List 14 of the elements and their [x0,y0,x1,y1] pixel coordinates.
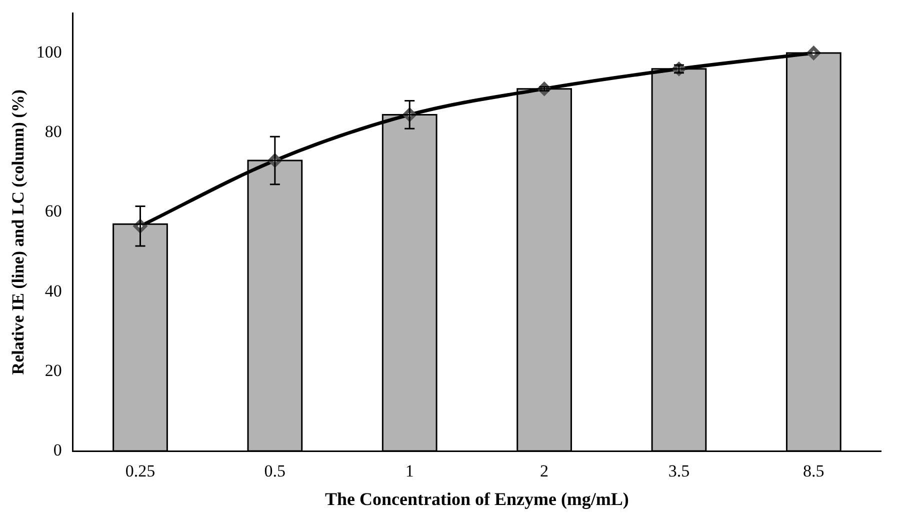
y-tick-label: 80 [44,122,62,142]
x-tick-label: 2 [540,462,549,481]
x-axis-title: The Concentration of Enzyme (mg/mL) [324,488,629,509]
y-tick-label: 20 [44,360,62,380]
x-tick-label: 0.5 [264,462,286,481]
y-tick-label: 100 [36,42,62,62]
y-tick-label: 0 [53,440,62,460]
y-tick-label: 40 [44,281,62,300]
y-axis-title: Relative IE (line) and LC (column) (%) [8,89,28,375]
x-tick-label: 0.25 [125,462,156,481]
y-tick-label: 60 [44,202,62,221]
x-tick-label: 1 [405,462,414,481]
x-tick-label: 3.5 [668,462,690,481]
x-tick-label: 8.5 [803,462,824,481]
